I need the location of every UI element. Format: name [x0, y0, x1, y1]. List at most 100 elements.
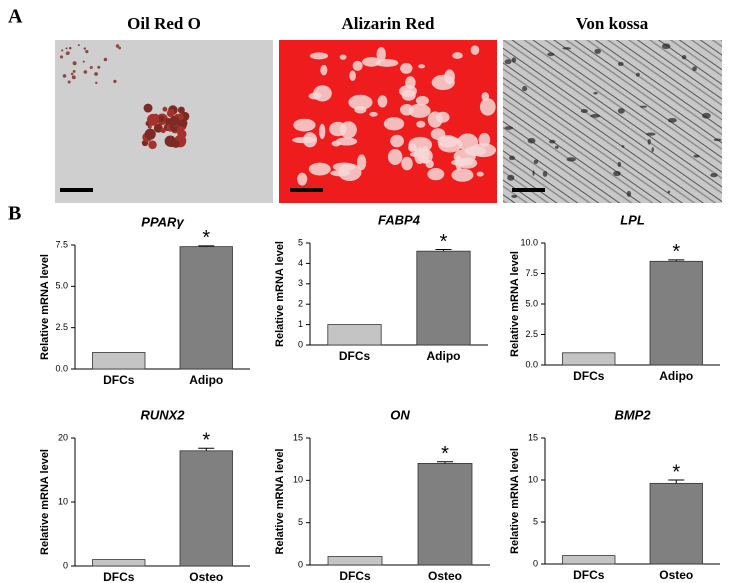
panel-label: A [8, 6, 23, 28]
deposit [504, 59, 512, 65]
error-bar [668, 259, 685, 262]
mineral-deposits [504, 43, 722, 198]
droplet [85, 49, 89, 54]
y-tick-label: 10.0 [520, 237, 538, 247]
blotch [348, 94, 373, 110]
y-tick-label: 5 [533, 516, 538, 526]
droplet [148, 140, 157, 150]
blotch [339, 54, 347, 60]
deposit [693, 154, 700, 158]
y-tick-label: 3 [298, 278, 303, 288]
bar [562, 555, 616, 565]
deposit [667, 190, 671, 194]
y-tick-label: 10 [58, 496, 68, 506]
y-tick-label: 0.0 [525, 359, 538, 369]
droplet [83, 47, 87, 50]
droplet [65, 51, 69, 56]
blotch [375, 59, 399, 67]
bar [179, 450, 233, 567]
deposit [639, 105, 648, 108]
droplet [67, 80, 71, 84]
deposit [647, 139, 651, 145]
blotch [451, 159, 474, 166]
blotch [481, 92, 490, 101]
deposit [661, 43, 671, 50]
blotch [319, 123, 326, 140]
droplet [71, 75, 76, 80]
bar [327, 324, 382, 346]
bar [327, 556, 383, 566]
blotch [438, 136, 463, 153]
droplet [143, 103, 153, 113]
blotch [362, 57, 381, 67]
y-tick-label: 5 [298, 517, 303, 527]
y-tick-label: 15 [293, 432, 303, 442]
y-axis-label: Relative mRNA level [509, 251, 521, 357]
droplet [169, 115, 180, 126]
y-tick-label: 20 [58, 432, 68, 442]
deposit [549, 139, 556, 144]
droplet [62, 74, 67, 78]
y-tick-label: 7.5 [525, 268, 538, 278]
droplet [160, 127, 166, 134]
y-tick-label: 2.5 [525, 329, 538, 339]
droplet [153, 123, 163, 133]
blotch [338, 163, 362, 181]
deposit [613, 170, 621, 177]
deposit [508, 155, 516, 161]
blotch [417, 148, 433, 164]
droplet [147, 124, 152, 129]
significance-mark: * [202, 227, 210, 249]
blotch [479, 98, 496, 116]
x-tick-label: Adipo [189, 373, 223, 387]
chart-title: BMP2 [614, 407, 651, 422]
scale-bar [290, 188, 323, 192]
blotch [431, 74, 455, 91]
deposit [692, 66, 697, 72]
blotch [313, 85, 332, 102]
blotch [376, 47, 386, 62]
y-tick-label: 10 [528, 474, 538, 484]
blotch [398, 85, 417, 98]
blotch [478, 132, 491, 147]
deposit [710, 172, 718, 178]
blotch [400, 63, 413, 74]
y-tick-label: 5.0 [525, 298, 538, 308]
blotch [401, 156, 413, 171]
droplet [94, 72, 98, 76]
error-bar [435, 249, 452, 252]
bar [92, 559, 146, 567]
deposit [504, 126, 514, 130]
droplet [82, 60, 85, 63]
deposit [617, 108, 625, 114]
blotch [356, 154, 367, 171]
deposit [626, 190, 632, 197]
error-bar [437, 461, 453, 464]
micrograph [503, 40, 722, 203]
y-tick-label: 5.0 [55, 281, 68, 291]
significance-mark: * [440, 231, 448, 253]
y-tick-label: 0.0 [55, 363, 68, 373]
y-axis-label: Relative mRNA level [39, 449, 51, 555]
droplet [113, 79, 117, 84]
image-bg [503, 40, 722, 203]
chart-title: FABP4 [378, 212, 421, 227]
deposit [580, 108, 588, 113]
scale-bar [60, 188, 93, 192]
deposit [511, 194, 518, 198]
droplet [68, 46, 72, 50]
droplet [77, 44, 80, 47]
blotch [293, 118, 316, 132]
blotch [377, 95, 388, 108]
deposit [590, 114, 601, 118]
y-tick-label: 4 [298, 258, 303, 268]
blotch [320, 64, 328, 76]
lipid-droplets [60, 44, 190, 150]
y-tick-label: 0 [63, 560, 68, 570]
droplet [97, 65, 101, 69]
blotch [415, 95, 429, 106]
x-tick-label: Osteo [428, 569, 462, 583]
blotch [470, 45, 480, 55]
y-tick-label: 0 [533, 558, 538, 568]
chart-title: LPL [620, 212, 645, 227]
